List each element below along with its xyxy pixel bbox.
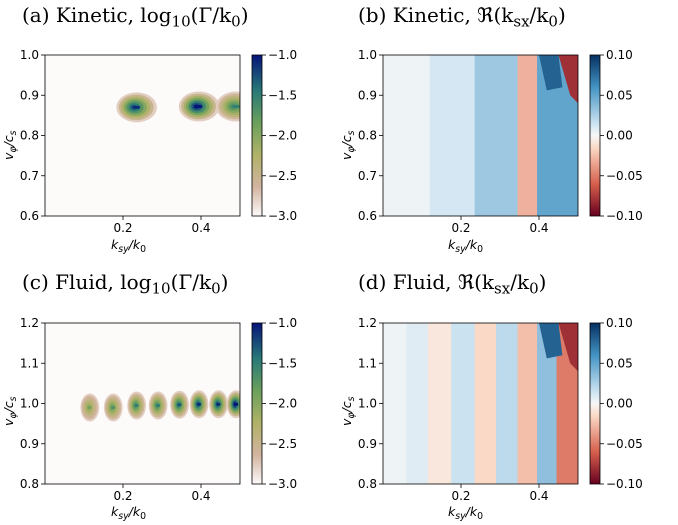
value-band: [383, 55, 431, 216]
colorbar-tick-label: 0.10: [606, 316, 633, 330]
value-band: [517, 323, 538, 484]
colorbar-tick-label: −2.0: [268, 129, 297, 143]
y-tick-label: 1.1: [358, 356, 377, 370]
saturated-region: [539, 323, 563, 359]
colorbar-tick-label: −0.10: [606, 209, 643, 223]
value-band: [429, 55, 476, 216]
x-tick-label: 0.2: [113, 221, 132, 235]
value-band: [474, 55, 519, 216]
y-tick-label: 0.7: [358, 169, 377, 183]
growth-feature: [209, 390, 228, 419]
x-tick-label: 0.2: [451, 221, 470, 235]
growth-feature: [178, 91, 220, 122]
colorbar: −3.0 −2.5 −2.0 −1.5 −1.0: [251, 316, 297, 491]
colorbar-tick-label: −1.0: [268, 48, 297, 62]
growth-feature: [80, 393, 100, 422]
y-tick-label: 1.0: [20, 397, 39, 411]
colorbar-tick-label: −1.0: [268, 316, 297, 330]
colorbar-tick-label: −2.5: [268, 437, 297, 451]
value-band: [427, 323, 452, 484]
value-band: [406, 323, 429, 484]
growth-feature: [215, 91, 240, 122]
y-tick-label: 0.8: [20, 129, 39, 143]
colorbar-tick-label: −0.10: [606, 477, 643, 491]
panel-a-xlabel: ksy/k0: [111, 237, 147, 255]
value-band: [474, 323, 497, 484]
value-band: [517, 55, 538, 216]
y-tick-label: 0.9: [20, 437, 39, 451]
value-band: [383, 323, 407, 484]
y-tick-label: 0.9: [358, 437, 377, 451]
y-tick-label: 0.6: [20, 209, 39, 223]
growth-feature: [189, 390, 209, 419]
x-tick-label: 0.4: [191, 221, 210, 235]
growth-feature: [148, 391, 168, 420]
colorbar-tick-label: −1.5: [268, 88, 297, 102]
panel-c: 0.2 0.4 0.8 0.9 1.0 1.1 1.2 −3.0 −2.5 −2.0 −1.5 −1.…: [20, 316, 297, 503]
y-tick-label: 0.9: [20, 88, 39, 102]
x-tick-label: 0.4: [529, 221, 548, 235]
saturated-region: [539, 55, 563, 91]
x-tick-label: 0.2: [451, 489, 470, 503]
colorbar-tick-label: −2.0: [268, 397, 297, 411]
saturated-region: [558, 55, 578, 104]
x-tick-label: 0.4: [191, 489, 210, 503]
panel-d-xlabel: ksy/k0: [448, 504, 484, 522]
colorbar: −3.0 −2.5 −2.0 −1.5 −1.0: [251, 48, 297, 223]
y-tick-label: 0.9: [358, 88, 377, 102]
y-tick-label: 0.6: [358, 209, 377, 223]
colorbar-tick-label: −3.0: [268, 209, 297, 223]
panel-a-title: (a) Kinetic, log10(Γ/k0): [22, 3, 249, 31]
plot-background: [45, 55, 240, 216]
y-tick-label: 1.1: [20, 356, 39, 370]
panel-c-xlabel: ksy/k0: [111, 504, 147, 522]
panel-b: 0.2 0.4 0.6 0.7 0.8 0.9 1.0 −0.10 −0.05 0.00 0.05 0…: [358, 48, 643, 235]
value-band: [451, 323, 476, 484]
growth-feature: [127, 391, 147, 420]
x-tick-label: 0.4: [529, 489, 548, 503]
x-tick-label: 0.2: [113, 489, 132, 503]
saturated-region: [558, 323, 578, 372]
value-band: [537, 323, 558, 484]
y-tick-label: 0.8: [20, 477, 39, 491]
y-tick-label: 1.0: [20, 48, 39, 62]
y-tick-label: 1.2: [20, 316, 39, 330]
panel-b-xlabel: ksy/k0: [448, 237, 484, 255]
colorbar-tick-label: −3.0: [268, 477, 297, 491]
y-tick-label: 0.7: [20, 169, 39, 183]
colorbar-tick-label: −1.5: [268, 356, 297, 370]
panel-c-title: (c) Fluid, log10(Γ/k0): [22, 270, 229, 298]
colorbar-tick-label: 0.00: [606, 129, 633, 143]
colorbar-tick-label: 0.00: [606, 397, 633, 411]
panel-b-title: (b) Kinetic, ℜ(ksx/k0): [358, 3, 566, 31]
colorbar-tick-label: −0.05: [606, 437, 643, 451]
growth-feature: [226, 390, 240, 419]
panel-a: 0.2 0.4 0.6 0.7 0.8 0.9 1.0 −3.0 −2.5 −2.0 −1.5 −1.…: [20, 48, 297, 235]
colorbar-tick-label: −2.5: [268, 169, 297, 183]
colorbar-tick-label: −0.05: [606, 169, 643, 183]
colorbar: −0.10 −0.05 0.00 0.05 0.10: [589, 48, 643, 223]
y-tick-label: 1.0: [358, 397, 377, 411]
panel-d: 0.2 0.4 0.8 0.9 1.0 1.1 1.2 −0.10 −0.05 0.00 0.05 0…: [358, 316, 643, 503]
colorbar-tick-label: 0.10: [606, 48, 633, 62]
y-tick-label: 0.8: [358, 129, 377, 143]
y-tick-label: 0.8: [358, 477, 377, 491]
value-band: [496, 323, 519, 484]
colorbar-tick-label: 0.05: [606, 356, 633, 370]
growth-feature: [116, 92, 157, 123]
colorbar-tick-label: 0.05: [606, 88, 633, 102]
y-tick-label: 1.0: [358, 48, 377, 62]
growth-feature: [170, 390, 189, 419]
growth-feature: [103, 393, 123, 422]
colorbar: −0.10 −0.05 0.00 0.05 0.10: [589, 316, 643, 491]
panel-d-title: (d) Fluid, ℜ(ksx/k0): [358, 270, 547, 298]
y-tick-label: 1.2: [358, 316, 377, 330]
